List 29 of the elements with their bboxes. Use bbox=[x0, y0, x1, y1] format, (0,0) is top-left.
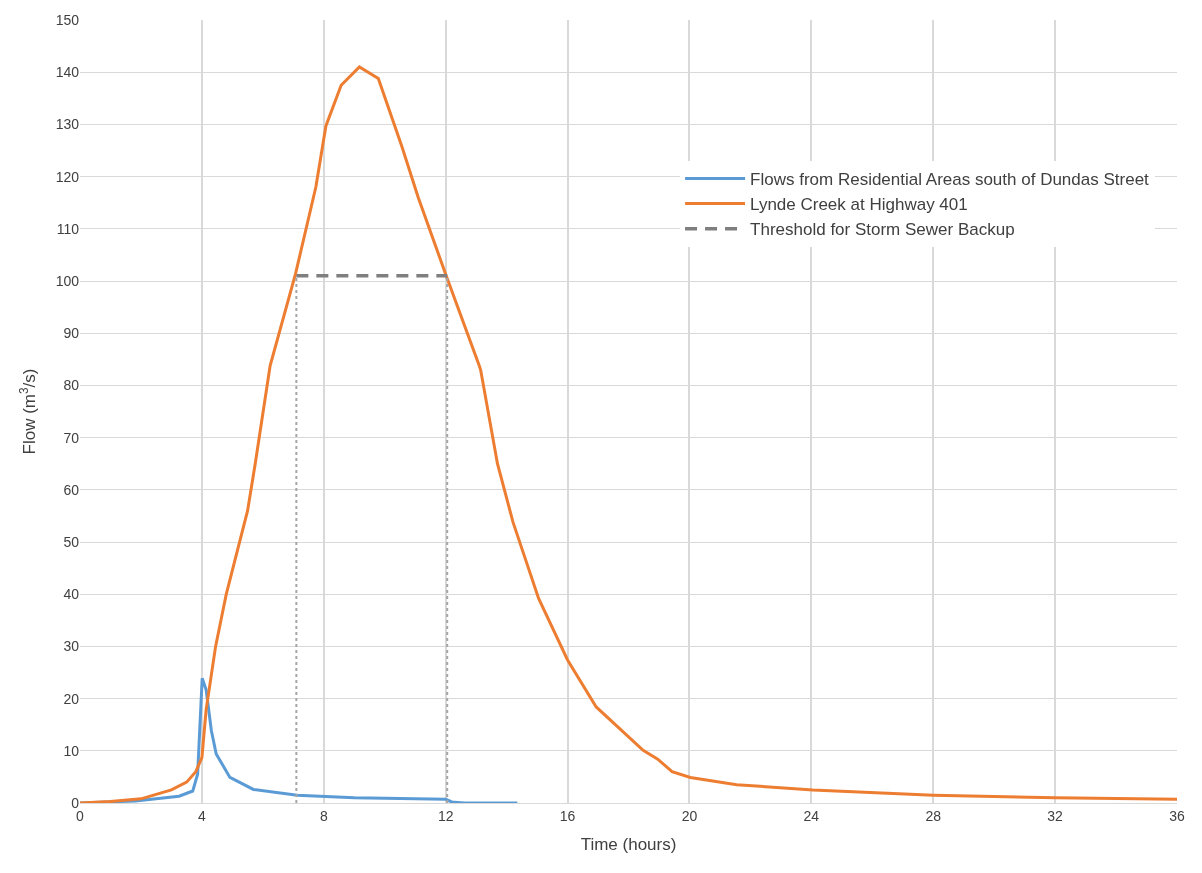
y-tick-label: 150 bbox=[55, 11, 80, 28]
legend-label: Threshold for Storm Sewer Backup bbox=[750, 220, 1015, 240]
y-tick-label: 130 bbox=[55, 116, 80, 133]
y-tick-label: 50 bbox=[63, 533, 80, 550]
y-tick-label: 90 bbox=[63, 325, 80, 342]
y-tick-label: 140 bbox=[55, 64, 80, 81]
x-tick-label: 36 bbox=[1169, 807, 1185, 824]
x-tick-label: 28 bbox=[925, 807, 942, 824]
y-tick-label: 20 bbox=[63, 690, 80, 707]
y-tick-label: 0 bbox=[71, 794, 80, 811]
y-tick-label: 110 bbox=[56, 220, 80, 237]
x-tick-label: 20 bbox=[681, 807, 698, 824]
x-axis-title: Time (hours) bbox=[580, 835, 677, 855]
x-tick-label: 32 bbox=[1047, 807, 1064, 824]
y-tick-label: 120 bbox=[55, 168, 80, 185]
y-tick-label: 60 bbox=[63, 481, 80, 498]
x-tick-label: 24 bbox=[803, 807, 820, 824]
y-tick-label: 10 bbox=[63, 742, 80, 759]
legend-label: Flows from Residential Areas south of Dundas Street bbox=[750, 170, 1150, 190]
x-tick-label: 16 bbox=[559, 807, 576, 824]
y-tick-label: 30 bbox=[63, 638, 80, 655]
y-tick-label: 100 bbox=[55, 272, 80, 289]
x-tick-label: 8 bbox=[319, 807, 328, 824]
y-tick-label: 40 bbox=[63, 586, 80, 603]
x-tick-label: 4 bbox=[197, 807, 206, 824]
y-tick-label: 70 bbox=[63, 429, 80, 446]
x-tick-label: 12 bbox=[437, 807, 454, 824]
y-tick-label: 80 bbox=[63, 377, 80, 394]
legend-label: Lynde Creek at Highway 401 bbox=[750, 195, 968, 215]
